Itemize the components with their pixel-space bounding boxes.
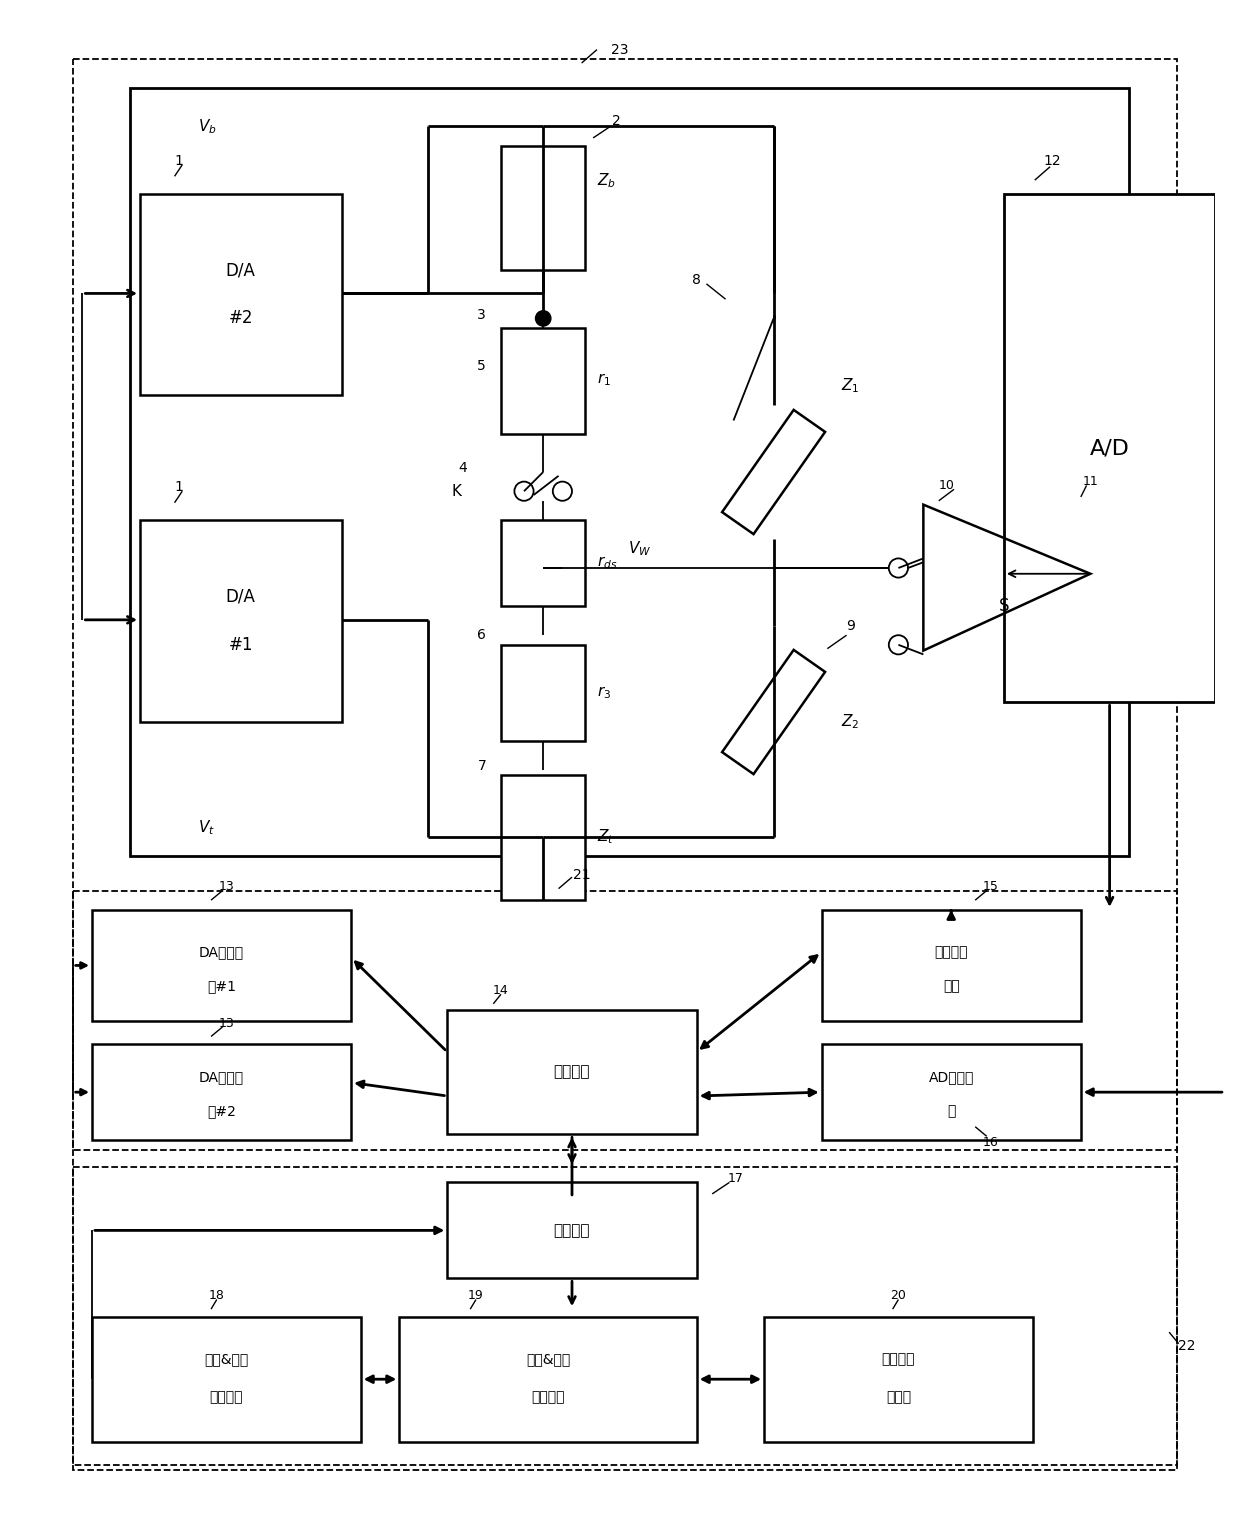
Text: 3: 3 xyxy=(477,307,486,322)
Text: 21: 21 xyxy=(573,868,590,882)
Text: $r_3$: $r_3$ xyxy=(596,684,611,701)
Bar xyxy=(92,910,351,1021)
Text: $V_b$: $V_b$ xyxy=(197,117,216,135)
Bar xyxy=(1004,193,1215,702)
Bar xyxy=(501,520,585,606)
Text: 22: 22 xyxy=(1178,1339,1195,1353)
Text: 19: 19 xyxy=(469,1289,484,1303)
Circle shape xyxy=(536,310,551,327)
Text: 10: 10 xyxy=(939,479,955,492)
Text: S: S xyxy=(998,597,1009,616)
Text: 块#1: 块#1 xyxy=(207,979,236,994)
Text: 相位&幅值: 相位&幅值 xyxy=(526,1353,570,1366)
Bar xyxy=(501,328,585,433)
Text: D/A: D/A xyxy=(226,261,255,280)
Text: 1: 1 xyxy=(174,154,182,169)
Text: 搜索模块: 搜索模块 xyxy=(210,1391,243,1404)
Bar xyxy=(501,644,585,740)
Text: 9: 9 xyxy=(846,619,854,632)
Text: 12: 12 xyxy=(1043,154,1060,169)
Bar xyxy=(92,1044,351,1140)
Text: $V_t$: $V_t$ xyxy=(197,818,215,836)
Text: 1: 1 xyxy=(174,480,182,494)
Text: $r_{ds}$: $r_{ds}$ xyxy=(596,553,618,570)
Text: 11: 11 xyxy=(1083,476,1099,488)
Text: 2: 2 xyxy=(611,114,620,128)
Text: $Z_b$: $Z_b$ xyxy=(596,170,616,190)
Text: 13: 13 xyxy=(218,1017,234,1029)
Bar xyxy=(822,910,1081,1021)
Text: K: K xyxy=(451,483,461,499)
Bar xyxy=(448,1183,697,1278)
Text: 16: 16 xyxy=(982,1135,998,1149)
Text: 20: 20 xyxy=(890,1289,906,1303)
Text: 23: 23 xyxy=(611,43,629,56)
Text: 7: 7 xyxy=(477,758,486,772)
Text: 块#2: 块#2 xyxy=(207,1105,236,1119)
Text: 相位&幅值: 相位&幅值 xyxy=(205,1353,248,1366)
Text: AD控制模: AD控制模 xyxy=(929,1070,973,1084)
Text: 6: 6 xyxy=(477,628,486,643)
Text: $Z_1$: $Z_1$ xyxy=(841,377,859,395)
Bar xyxy=(140,193,341,395)
Text: 13: 13 xyxy=(218,880,234,894)
Text: DA控制模: DA控制模 xyxy=(200,1070,244,1084)
Text: 算模块: 算模块 xyxy=(885,1391,911,1404)
Text: $r_1$: $r_1$ xyxy=(596,371,611,388)
Bar xyxy=(130,88,1128,856)
Bar xyxy=(140,520,341,722)
Text: D/A: D/A xyxy=(226,588,255,606)
Text: $Z_t$: $Z_t$ xyxy=(596,827,614,847)
Text: 开关控制: 开关控制 xyxy=(935,945,968,959)
Text: 17: 17 xyxy=(728,1172,743,1186)
Bar xyxy=(822,1044,1081,1140)
Bar xyxy=(501,775,585,900)
Text: DA控制模: DA控制模 xyxy=(200,945,244,959)
Bar xyxy=(73,891,1177,1149)
Text: #1: #1 xyxy=(228,635,253,654)
Bar xyxy=(73,1167,1177,1465)
Text: 通信模块: 通信模块 xyxy=(554,1224,590,1237)
Bar xyxy=(501,146,585,271)
Text: 模块: 模块 xyxy=(942,979,960,994)
Bar xyxy=(92,1316,361,1441)
Text: 14: 14 xyxy=(494,983,508,997)
Text: $Z_2$: $Z_2$ xyxy=(841,713,859,731)
Bar xyxy=(908,491,1110,664)
Bar xyxy=(448,1009,697,1134)
Bar xyxy=(764,1316,1033,1441)
Text: #2: #2 xyxy=(228,310,253,327)
Text: 阻抗值计: 阻抗值计 xyxy=(882,1353,915,1366)
Text: 5: 5 xyxy=(477,359,486,374)
Text: 估计模块: 估计模块 xyxy=(531,1391,564,1404)
Text: A/D: A/D xyxy=(1090,438,1130,458)
Text: 8: 8 xyxy=(692,274,702,287)
Text: 18: 18 xyxy=(208,1289,224,1303)
Text: 4: 4 xyxy=(459,461,467,476)
Text: 通信模块: 通信模块 xyxy=(554,1064,590,1079)
Text: 块: 块 xyxy=(947,1105,955,1119)
Text: 15: 15 xyxy=(982,880,998,894)
Text: $V_W$: $V_W$ xyxy=(627,540,651,558)
Bar xyxy=(399,1316,697,1441)
